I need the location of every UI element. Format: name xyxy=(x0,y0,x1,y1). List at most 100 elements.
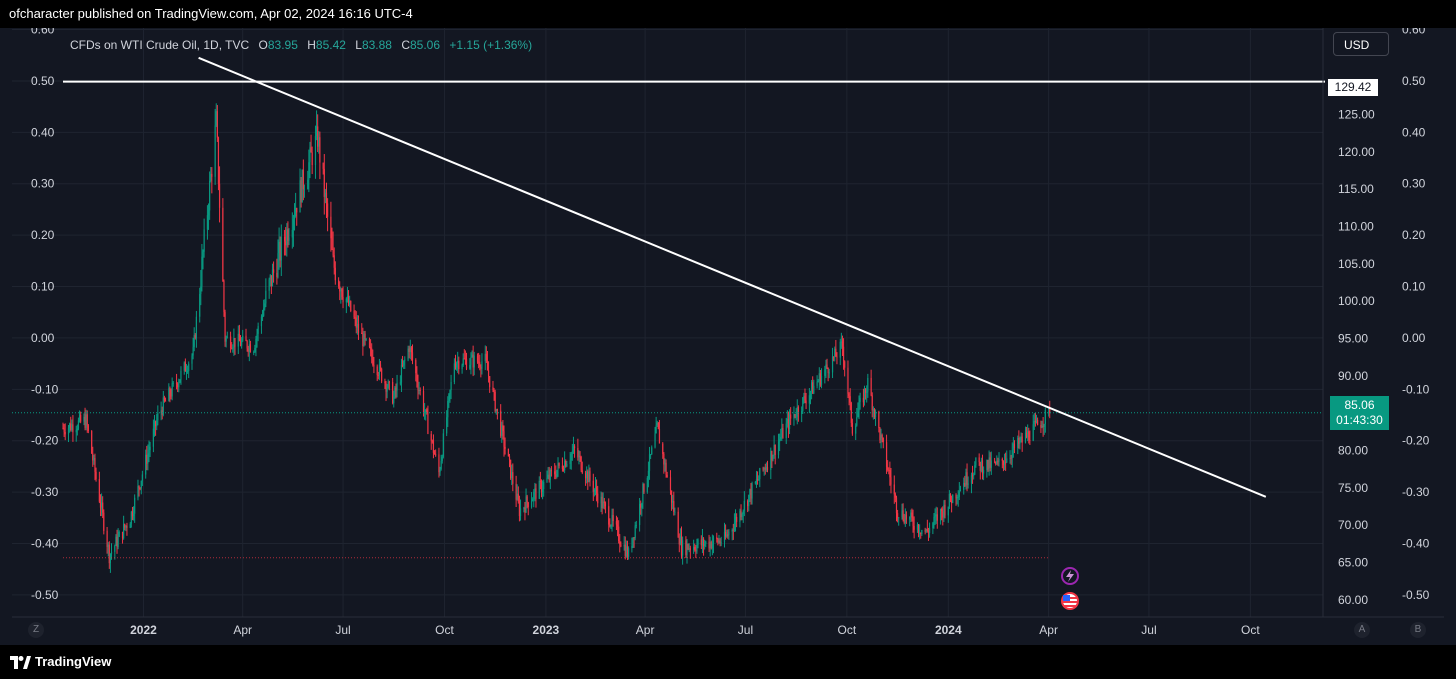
candle-body xyxy=(570,453,572,461)
tradingview-logo[interactable]: TradingView xyxy=(10,654,111,670)
candle-body xyxy=(215,111,217,126)
candle xyxy=(633,537,635,548)
candle-body xyxy=(485,353,487,361)
candle-body xyxy=(271,269,274,286)
candle xyxy=(177,382,179,393)
candle-body xyxy=(295,207,297,217)
candle xyxy=(246,339,248,352)
price-chart[interactable]: 0.60 0.50 0.40 0.30 0.20 0.10 0.00 -0.10 -0.20 -0… xyxy=(0,28,1456,645)
drawings[interactable] xyxy=(12,56,1325,559)
change-value: +1.15 (+1.36%) xyxy=(449,38,533,52)
candle xyxy=(805,392,807,410)
candle xyxy=(756,471,759,485)
candle xyxy=(557,457,559,477)
candle-body xyxy=(887,466,889,470)
candle xyxy=(207,203,210,230)
candle-body xyxy=(750,489,752,499)
candle-body xyxy=(751,483,753,499)
candle-body xyxy=(400,365,403,383)
candle-body xyxy=(893,484,895,495)
candle xyxy=(562,465,565,472)
candle-body xyxy=(346,296,349,299)
candle xyxy=(225,335,227,348)
candle-body xyxy=(415,360,417,374)
candle xyxy=(409,339,411,360)
candle-body xyxy=(140,480,142,489)
candle xyxy=(639,497,641,532)
candle-body xyxy=(324,192,326,197)
candle-body xyxy=(909,516,911,520)
candle xyxy=(739,508,741,528)
candle-body xyxy=(539,480,541,482)
candle xyxy=(697,538,699,549)
candle xyxy=(309,141,311,179)
candle xyxy=(885,434,888,474)
candle-body xyxy=(163,397,166,401)
candle-body xyxy=(578,455,580,458)
candle-body xyxy=(967,483,969,485)
scale-b-button[interactable]: B xyxy=(1410,622,1426,638)
candle-body xyxy=(904,514,906,524)
candle xyxy=(587,469,589,490)
candle-body xyxy=(155,421,157,427)
candle-body xyxy=(858,401,860,412)
candle-body xyxy=(1001,458,1003,461)
candle-body xyxy=(680,536,683,556)
candle xyxy=(195,310,198,348)
candle xyxy=(839,338,841,366)
lightning-icon[interactable] xyxy=(1061,567,1079,585)
us-flag-icon[interactable] xyxy=(1061,592,1079,610)
candle-body xyxy=(470,357,472,365)
currency-button[interactable]: USD xyxy=(1333,32,1389,56)
candle xyxy=(762,466,764,472)
candle-body xyxy=(132,513,135,517)
candle xyxy=(457,351,459,373)
candle xyxy=(125,525,127,532)
candle xyxy=(410,345,412,361)
candle xyxy=(280,224,282,277)
candle-body xyxy=(619,540,621,545)
candle xyxy=(287,221,289,248)
candle-body xyxy=(277,253,279,277)
candle-body xyxy=(98,479,100,502)
auto-scale-button[interactable]: A xyxy=(1354,622,1370,638)
candle xyxy=(841,335,844,357)
candle xyxy=(824,365,826,384)
candle-body xyxy=(795,416,797,418)
candle-body xyxy=(826,364,828,369)
candle-body xyxy=(796,407,798,417)
candle xyxy=(584,470,587,486)
candle-body xyxy=(172,382,174,384)
candle xyxy=(781,418,783,441)
candle xyxy=(109,553,112,573)
zoom-reset-button[interactable]: Z xyxy=(28,622,44,638)
candle-body xyxy=(749,489,751,495)
candle-body xyxy=(139,487,141,489)
candle xyxy=(373,356,375,374)
candle-body xyxy=(507,448,510,457)
candle xyxy=(126,522,128,536)
candle-body xyxy=(317,126,319,147)
candle-body xyxy=(610,525,612,527)
candle-body xyxy=(411,352,414,361)
candle xyxy=(910,509,912,523)
candle xyxy=(102,496,104,519)
candle-body xyxy=(1035,419,1038,422)
candle-body xyxy=(284,236,286,242)
candle xyxy=(989,452,991,472)
candle xyxy=(486,350,489,371)
candle-body xyxy=(766,467,769,470)
candle-body xyxy=(740,510,742,517)
candle xyxy=(317,114,319,152)
candle xyxy=(632,537,634,549)
candle-body xyxy=(291,229,293,238)
candle-body xyxy=(943,504,945,518)
candle xyxy=(836,352,838,365)
candle xyxy=(511,464,513,486)
candle xyxy=(971,465,974,484)
candle-body xyxy=(117,536,119,547)
candle xyxy=(849,388,851,411)
trendline[interactable] xyxy=(198,56,1267,498)
candle-body xyxy=(77,420,80,429)
candle-body xyxy=(501,425,503,436)
